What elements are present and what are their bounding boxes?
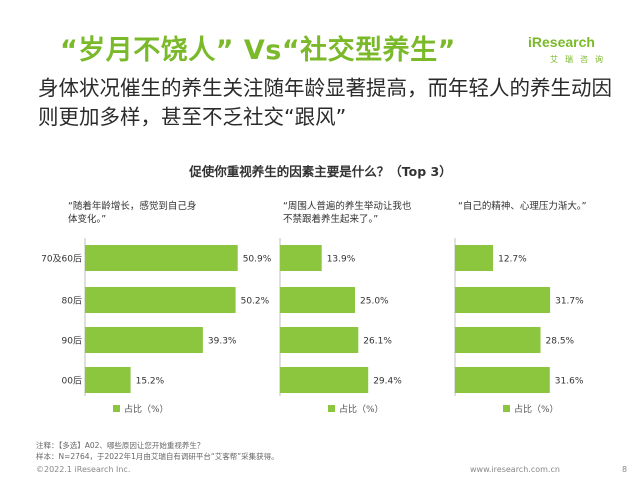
bar-value-label: 25.0% [360, 297, 389, 307]
note-sample: 样本：N=2764，于2022年1月由艾瑞自有调研平台“艾客帮”采集获得。 [36, 451, 279, 461]
notes: 注释：【多选】A02、哪些原因让您开始重视养生？ 样本：N=2764，于2022… [36, 441, 279, 462]
legend-label: 占比（%） [514, 405, 559, 415]
bar [280, 327, 359, 353]
page-number: 8 [622, 465, 628, 474]
bar-value-label: 26.1% [363, 337, 392, 347]
bar [455, 287, 551, 313]
bar [280, 245, 322, 271]
legend-swatch [113, 405, 120, 412]
bar [455, 245, 494, 271]
bar-value-label: 15.2% [136, 377, 165, 387]
bar-value-label: 50.2% [241, 297, 270, 307]
bar [85, 245, 238, 271]
note-question: 注释：【多选】A02、哪些原因让您开始重视养生？ [36, 441, 205, 450]
bar [455, 367, 550, 393]
bar-value-label: 31.7% [555, 297, 584, 307]
bar-value-label: 39.3% [208, 337, 237, 347]
bar-value-label: 28.5% [546, 337, 575, 347]
headline: “岁月不饶人” Vs“社交型养生” [60, 35, 456, 66]
panel-quote: “周围人普遍的养生举动让我也不禁跟着养生起来了。” [283, 201, 412, 225]
bar-value-label: 29.4% [373, 377, 402, 387]
legend-label: 占比（%） [339, 405, 384, 415]
chart-panel-mental-stress: “自己的精神、心理压力渐大。” 12.7% 31.7% 28.5% 31.6% 占比（… [450, 190, 620, 426]
bar [85, 327, 203, 353]
bar [280, 367, 369, 393]
chart-title: 促使你重视养生的因素主要是什么？（Top 3） [189, 164, 452, 179]
category-tick-label: 70及60后 [41, 254, 82, 265]
iresearch-logo: iResearch 艾瑞咨询 [528, 34, 612, 70]
bar-value-label: 12.7% [498, 255, 527, 265]
legend-swatch [503, 405, 510, 412]
bar-value-label: 50.9% [243, 255, 272, 265]
logo-wordmark: iResearch [528, 34, 595, 50]
category-tick-label: 00后 [62, 376, 82, 387]
chart-panel-peer-influence: “周围人普遍的养生举动让我也不禁跟着养生起来了。” 13.9% 25.0% 26.1… [275, 190, 445, 426]
logo-subtitle: 艾瑞咨询 [550, 55, 610, 64]
bar-chart-svg: 13.9% 25.0% 26.1% 29.4% [279, 238, 402, 396]
category-tick-label: 90后 [62, 336, 82, 347]
legend: 占比（%） [60, 402, 230, 416]
bar [455, 327, 541, 353]
legend: 占比（%） [450, 402, 620, 416]
footer-url: www.iresearch.com.cn [470, 465, 560, 474]
legend: 占比（%） [275, 402, 445, 416]
footer-copyright: ©2022.1 iResearch Inc. [36, 465, 131, 474]
panel-quote: “自己的精神、心理压力渐大。” [458, 201, 587, 212]
legend-swatch [328, 405, 335, 412]
category-tick-label: 80后 [62, 296, 82, 307]
subheadline: 身体状况催生的养生关注随年龄显著提高，而年轻人的养生动因则更加多样，甚至不乏社交… [38, 76, 612, 129]
bar-chart-svg: 50.9% 70及60后 50.2% 80后 39.3% 90后 15.2% 00后 [41, 238, 272, 396]
panel-quote: “随着年龄增长，感觉到自己身体变化。” [68, 201, 197, 225]
bar [85, 287, 236, 313]
bar [85, 367, 131, 393]
bar-value-label: 13.9% [327, 255, 356, 265]
legend-label: 占比（%） [124, 405, 169, 415]
bar-chart-svg: 12.7% 31.7% 28.5% 31.6% [454, 238, 584, 396]
bar-value-label: 31.6% [555, 377, 584, 387]
chart-panel-age-change: “随着年龄增长，感觉到自己身体变化。” 50.9% 70及60后 50.2% 80后 3… [41, 190, 272, 426]
bar [280, 287, 355, 313]
